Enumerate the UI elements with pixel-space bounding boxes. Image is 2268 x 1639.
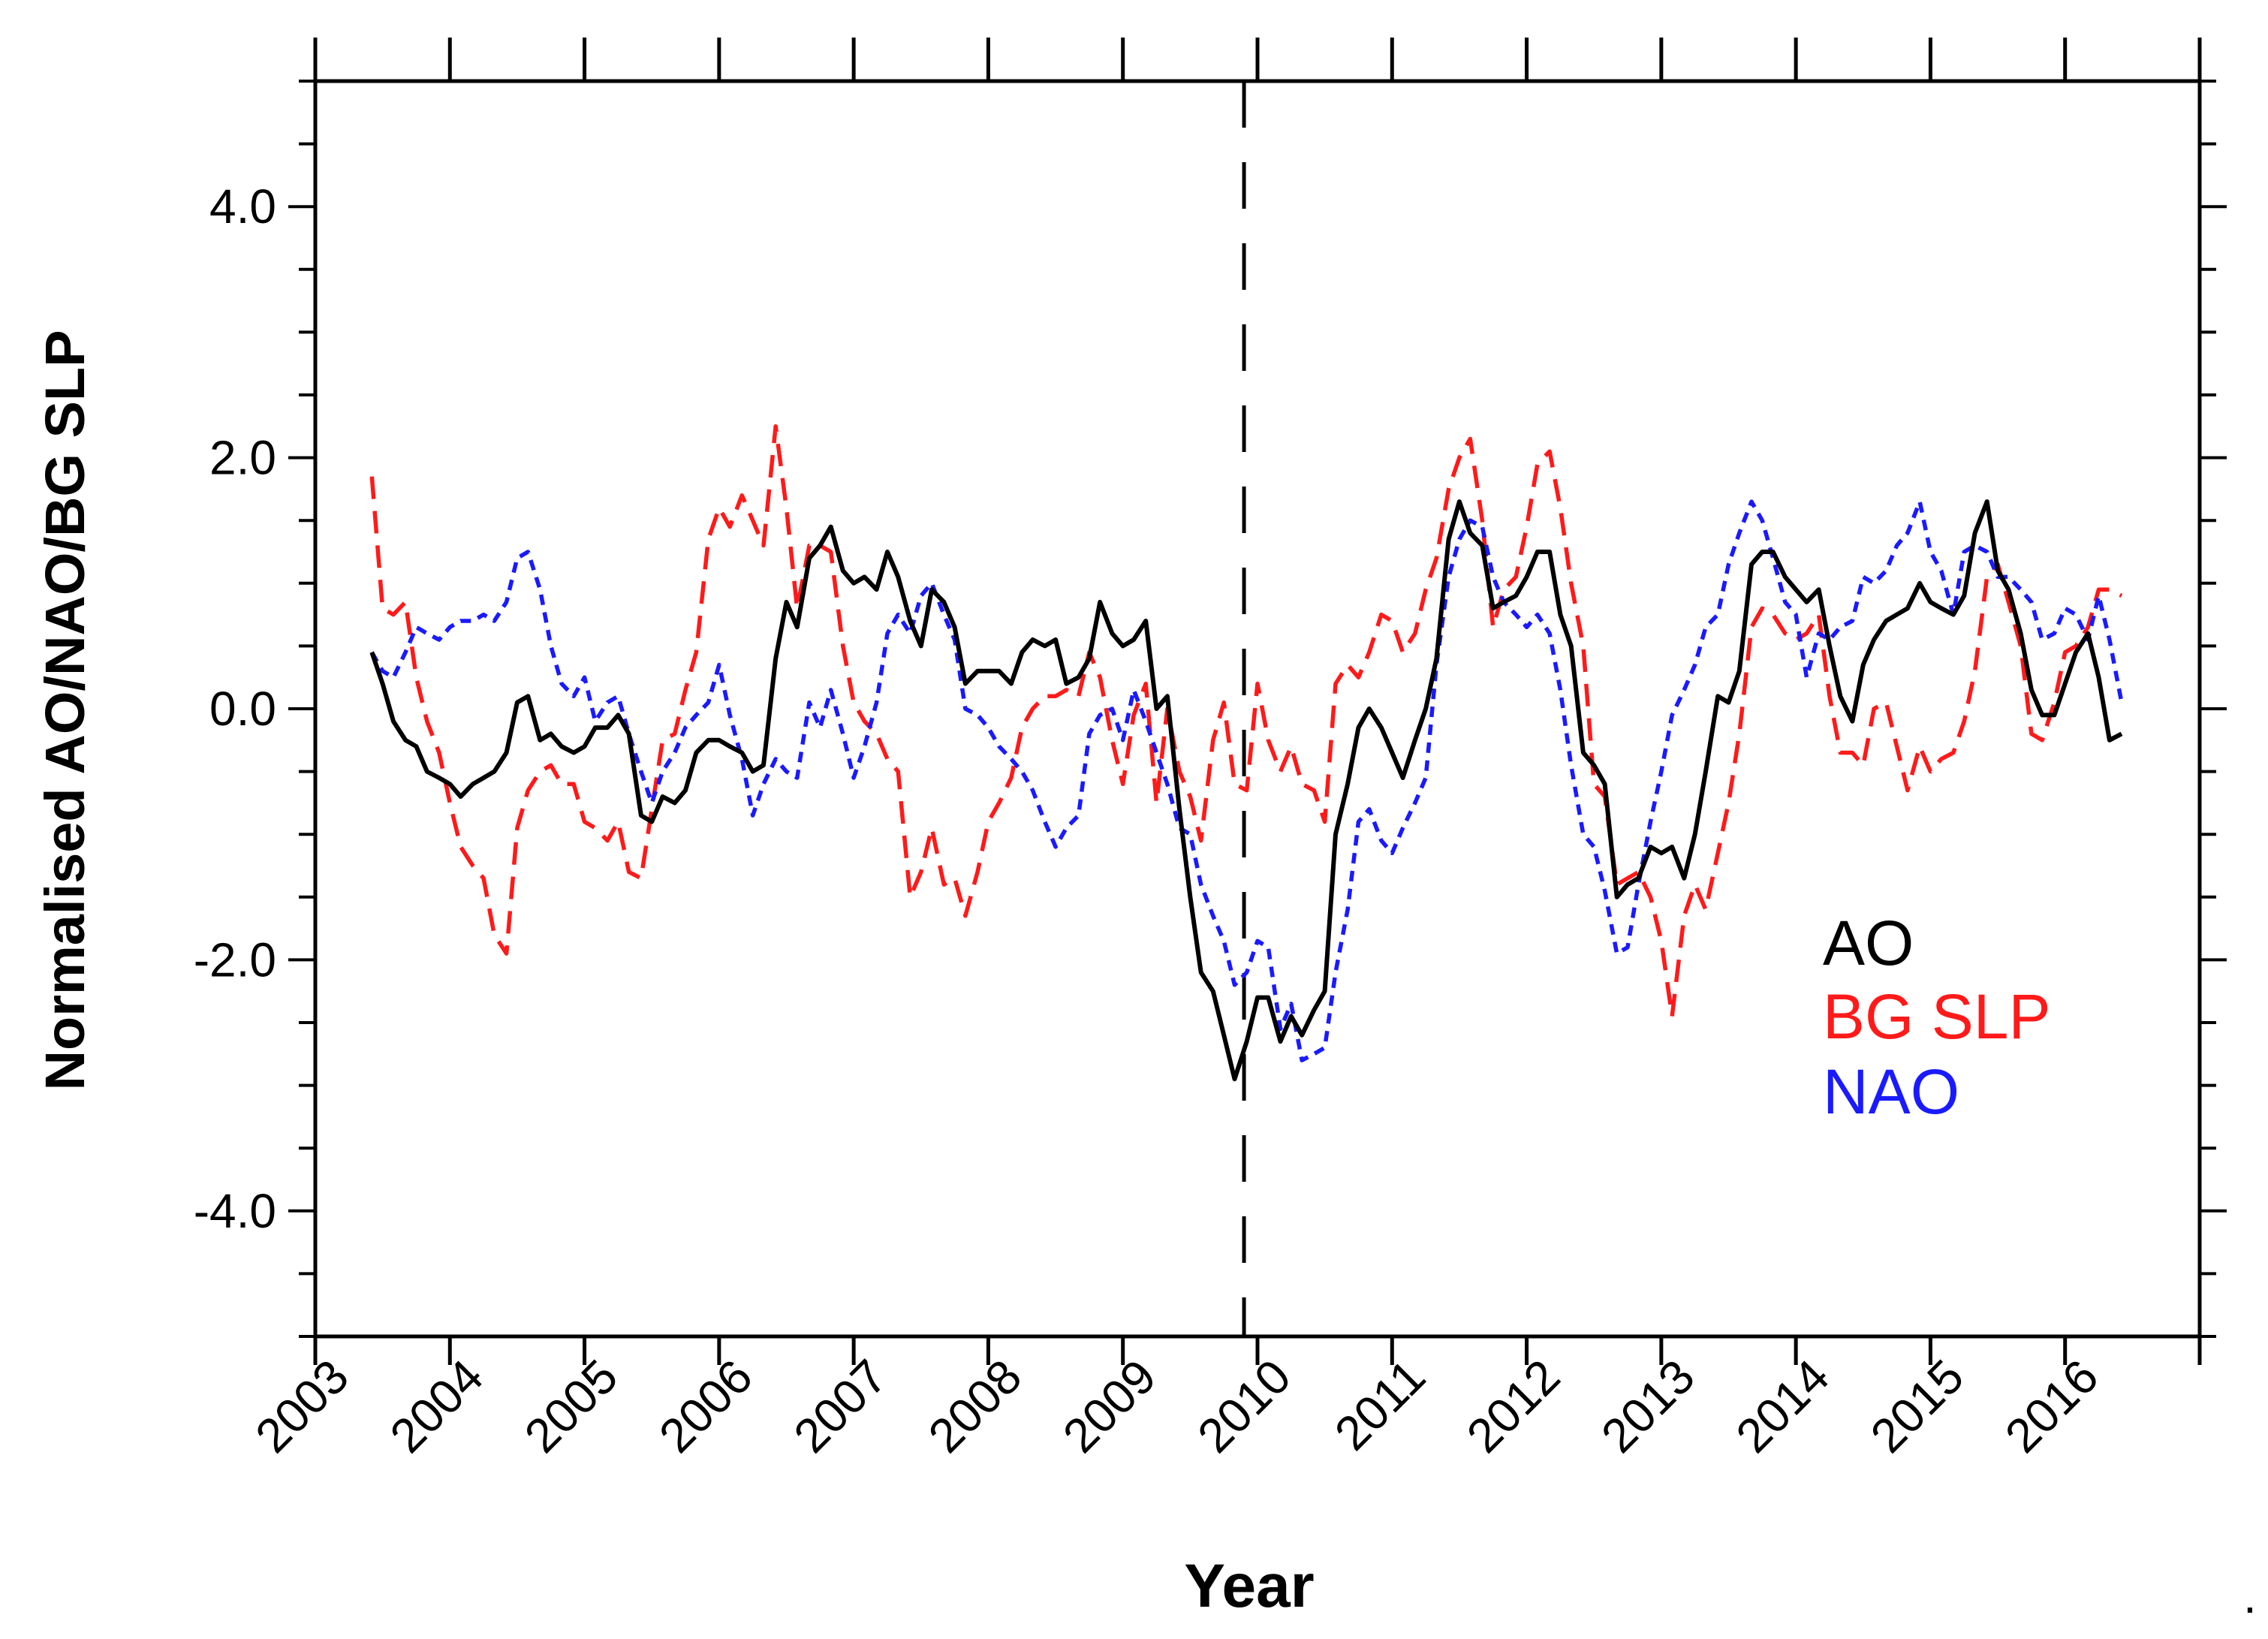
x-tick-label: 2015 — [1860, 1349, 1974, 1463]
x-tick-label: 2013 — [1591, 1349, 1705, 1463]
x-tick-label: 2009 — [1053, 1349, 1167, 1463]
x-tick-label: 2004 — [380, 1349, 494, 1463]
y-tick-label: 2.0 — [209, 431, 276, 485]
y-tick-label: -2.0 — [194, 932, 276, 987]
y-axis-title: Normalised AO/NAO/BG SLP — [34, 330, 96, 1091]
series-layer — [369, 424, 2124, 1082]
x-axis-title: Year — [1184, 1552, 1314, 1620]
legend-entry: AO — [1823, 908, 1914, 978]
x-tick-label: 2007 — [783, 1349, 897, 1463]
y-tick-label: 4.0 — [209, 179, 276, 233]
legend-entry: BG SLP — [1823, 981, 2050, 1052]
x-tick-label: 2014 — [1725, 1349, 1839, 1463]
x-tick-label: 2016 — [1995, 1349, 2109, 1463]
y-tick-label: 0.0 — [209, 682, 276, 736]
x-tick-labels: 2003 2004 2005 2006 2007 2008 2009 2010 2011 2012… — [245, 1349, 2108, 1463]
x-tick-label: 2011 — [1324, 1349, 1435, 1460]
series-line-nao — [369, 499, 2124, 1062]
x-tick-label: 2008 — [918, 1349, 1032, 1463]
plot-frame — [313, 79, 2202, 1339]
x-tick-label: 2010 — [1187, 1349, 1301, 1463]
series-line-bg-slp — [369, 424, 2123, 1019]
x-tick-label: 2012 — [1456, 1349, 1571, 1463]
axis-ticks — [288, 38, 2227, 1365]
y-tick-label: -4.0 — [194, 1184, 276, 1238]
legend-entry: NAO — [1823, 1056, 1959, 1127]
x-tick-label: 2003 — [245, 1349, 359, 1463]
y-tick-labels: 4.0 2.0 0.0 -2.0 -4.0 — [194, 179, 276, 1238]
x-tick-label: 2006 — [649, 1349, 763, 1463]
series-line-ao — [369, 499, 2123, 1082]
trailing-mark: . — [2243, 1569, 2257, 1623]
x-tick-label: 2005 — [514, 1349, 628, 1463]
